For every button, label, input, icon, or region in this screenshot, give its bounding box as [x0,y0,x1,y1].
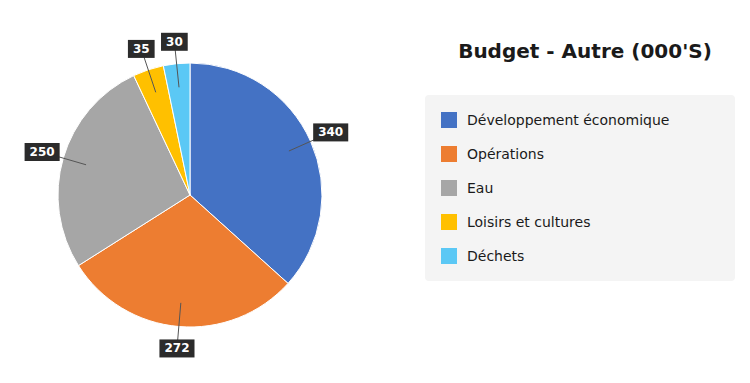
legend-label: Déchets [467,248,524,264]
data-labels: 340 272 250 35 30 [25,33,349,358]
data-label-text: 35 [133,42,150,56]
data-label: 250 [25,143,60,161]
legend-label: Eau [467,180,493,196]
legend-label: Opérations [467,146,544,162]
legend-swatch [441,146,457,162]
title: Budget - Autre (000'S) [458,39,712,63]
legend-item: Opérations [441,146,544,162]
data-label-text: 272 [164,341,189,355]
legend-swatch [441,214,457,230]
data-label: 272 [159,339,194,357]
chart: 340 272 250 35 30 Budget - Autre (000'S) Dével… [0,0,750,383]
legend-swatch [441,112,457,128]
pie-slice [163,63,190,195]
legend-swatch [441,180,457,196]
data-label-text: 30 [166,35,183,49]
data-label-box [25,143,60,161]
legend-item: Loisirs et cultures [441,214,590,230]
legend: Développement économique Opérations Eau Loi… [425,95,735,281]
data-label-text: 340 [318,125,343,139]
legend-label: Loisirs et cultures [467,214,590,230]
legend-item: Eau [441,180,493,196]
legend-item: Développement économique [441,112,669,128]
data-label-box [128,40,155,58]
data-label: 340 [313,123,348,141]
legend-label: Développement économique [467,112,669,128]
data-label-text: 250 [30,145,55,159]
data-label-box [159,339,194,357]
leader-lines [42,42,331,349]
legend-box [425,95,735,281]
data-label-box [313,123,348,141]
data-label: 35 [128,40,155,58]
pie: 340 272 250 35 30 [25,33,349,358]
data-label-box [161,33,188,51]
legend-swatch [441,248,457,264]
legend-item: Déchets [441,248,524,264]
data-label: 30 [161,33,188,51]
